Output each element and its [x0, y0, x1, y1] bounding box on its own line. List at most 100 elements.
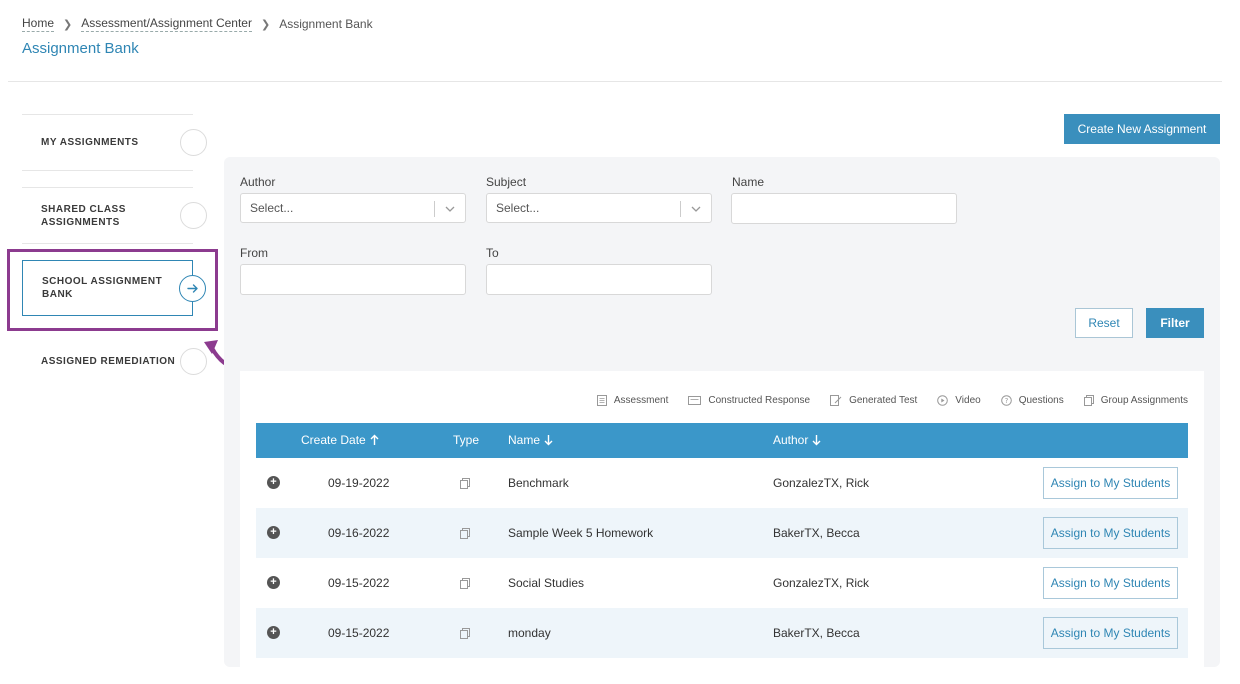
page-title: Assignment Bank: [22, 40, 139, 57]
arrow-down-icon: [544, 435, 553, 446]
table-header: Create Date Type Name Author: [256, 423, 1188, 458]
row-author: GonzalezTX, Rick: [773, 476, 870, 490]
name-input[interactable]: [731, 193, 957, 224]
table-row: + 09-15-2022 Social Studies GonzalezTX, …: [256, 558, 1188, 608]
row-author: BakerTX, Becca: [773, 626, 860, 640]
filter-panel: Author Select... Subject Select... Name …: [224, 157, 1220, 667]
assign-to-my-students-button[interactable]: Assign to My Students: [1043, 467, 1178, 499]
column-header-name[interactable]: Name: [508, 433, 553, 447]
generated-test-icon: [830, 395, 842, 406]
filter-button[interactable]: Filter: [1146, 308, 1204, 338]
sidebar-item-label: SCHOOL ASSIGNMENT BANK: [42, 276, 163, 300]
table-row: + 09-16-2022 Sample Week 5 Homework Bake…: [256, 508, 1188, 558]
column-header-type: Type: [453, 433, 479, 447]
table-row: + 09-19-2022 Benchmark GonzalezTX, Rick …: [256, 458, 1188, 508]
legend-video-label: Video: [955, 395, 981, 406]
chevron-down-icon: [445, 206, 455, 212]
row-name: Benchmark: [508, 476, 569, 490]
to-date-input[interactable]: [486, 264, 712, 295]
column-header-author[interactable]: Author: [773, 433, 821, 447]
arrow-up-icon: [370, 434, 379, 445]
row-author: GonzalezTX, Rick: [773, 576, 870, 590]
sidebar-item-shared-class-assignments[interactable]: SHARED CLASS ASSIGNMENTS: [22, 187, 207, 244]
results-panel: Assessment Constructed Response Generate…: [240, 371, 1204, 667]
legend-constructed-response: Constructed Response: [688, 395, 810, 406]
annotation-highlight-box: [7, 249, 218, 331]
select-divider: [434, 201, 435, 217]
legend-group-assignments: Group Assignments: [1083, 395, 1188, 406]
legend-video: Video: [937, 395, 981, 406]
subject-select-value: Select...: [496, 201, 540, 215]
author-select-value: Select...: [250, 201, 294, 215]
author-label: Author: [240, 175, 276, 189]
breadcrumb-current: Assignment Bank: [279, 17, 373, 31]
chevron-right-icon: ❯: [63, 18, 73, 31]
legend-generated-label: Generated Test: [849, 395, 918, 406]
row-author: BakerTX, Becca: [773, 526, 860, 540]
create-date-header-label: Create Date: [301, 433, 366, 447]
legend-questions: ? Questions: [1000, 395, 1064, 406]
group-assignment-icon: [460, 628, 470, 639]
group-assignment-icon: [1083, 395, 1094, 406]
arrow-right-icon: [179, 274, 206, 302]
sidebar-item-my-assignments[interactable]: MY ASSIGNMENTS: [22, 114, 207, 171]
sidebar-item-school-assignment-bank[interactable]: SCHOOL ASSIGNMENT BANK: [22, 260, 206, 316]
assign-to-my-students-button[interactable]: Assign to My Students: [1043, 617, 1178, 649]
name-label: Name: [732, 175, 765, 189]
group-assignment-icon: [460, 478, 470, 489]
row-name: monday: [508, 626, 551, 640]
breadcrumb-center-link[interactable]: Assessment/Assignment Center: [81, 16, 252, 32]
group-assignment-icon: [460, 578, 470, 589]
constructed-response-icon: [688, 396, 702, 405]
sidebar-item-indicator: [180, 347, 207, 375]
sidebar-item-label: MY ASSIGNMENTS: [41, 137, 139, 148]
sidebar-item-assigned-remediation[interactable]: ASSIGNED REMEDIATION: [22, 333, 207, 389]
video-icon: [937, 395, 949, 406]
subject-label: Subject: [486, 175, 527, 189]
legend-generated-test: Generated Test: [830, 395, 917, 406]
row-name: Sample Week 5 Homework: [508, 526, 654, 540]
breadcrumb-home-link[interactable]: Home: [22, 16, 55, 32]
svg-text:?: ?: [1004, 397, 1008, 405]
table-row: + 09-15-2022 monday BakerTX, Becca Assig…: [256, 608, 1188, 658]
plus-circle-icon[interactable]: +: [267, 476, 280, 489]
legend-constructed-label: Constructed Response: [708, 395, 811, 406]
from-date-input[interactable]: [240, 264, 466, 295]
plus-circle-icon[interactable]: +: [267, 626, 280, 639]
name-header-label: Name: [508, 433, 541, 447]
author-select[interactable]: Select...: [240, 193, 466, 223]
subject-select[interactable]: Select...: [486, 193, 712, 223]
arrow-down-icon: [812, 435, 821, 446]
sidebar-item-indicator: [180, 202, 207, 229]
reset-button[interactable]: Reset: [1075, 308, 1133, 338]
row-date: 09-15-2022: [328, 576, 390, 590]
legend-questions-label: Questions: [1018, 395, 1064, 406]
column-header-create-date[interactable]: Create Date: [301, 433, 379, 447]
legend-group-label: Group Assignments: [1100, 395, 1188, 406]
legend-assessment: Assessment: [596, 395, 668, 406]
row-date: 09-19-2022: [328, 476, 390, 490]
select-divider: [680, 201, 681, 217]
row-date: 09-15-2022: [328, 626, 390, 640]
to-label: To: [486, 246, 499, 260]
question-icon: ?: [1000, 395, 1012, 406]
create-new-assignment-button[interactable]: Create New Assignment: [1064, 114, 1220, 144]
assessment-icon: [596, 395, 607, 406]
type-legend: Assessment Constructed Response Generate…: [577, 395, 1188, 406]
type-header-label: Type: [453, 433, 480, 447]
plus-circle-icon[interactable]: +: [267, 526, 280, 539]
sidebar-item-label: ASSIGNED REMEDIATION: [41, 355, 176, 367]
row-date: 09-16-2022: [328, 526, 390, 540]
sidebar-item-label: SHARED CLASS ASSIGNMENTS: [41, 203, 126, 228]
sidebar-item-indicator: [180, 129, 207, 156]
assign-to-my-students-button[interactable]: Assign to My Students: [1043, 517, 1178, 549]
row-name: Social Studies: [508, 576, 585, 590]
group-assignment-icon: [460, 528, 470, 539]
author-header-label: Author: [773, 433, 809, 447]
from-label: From: [240, 246, 268, 260]
chevron-down-icon: [691, 206, 701, 212]
header-divider: [8, 81, 1222, 82]
assign-to-my-students-button[interactable]: Assign to My Students: [1043, 567, 1178, 599]
plus-circle-icon[interactable]: +: [267, 576, 280, 589]
chevron-right-icon: ❯: [260, 18, 271, 31]
